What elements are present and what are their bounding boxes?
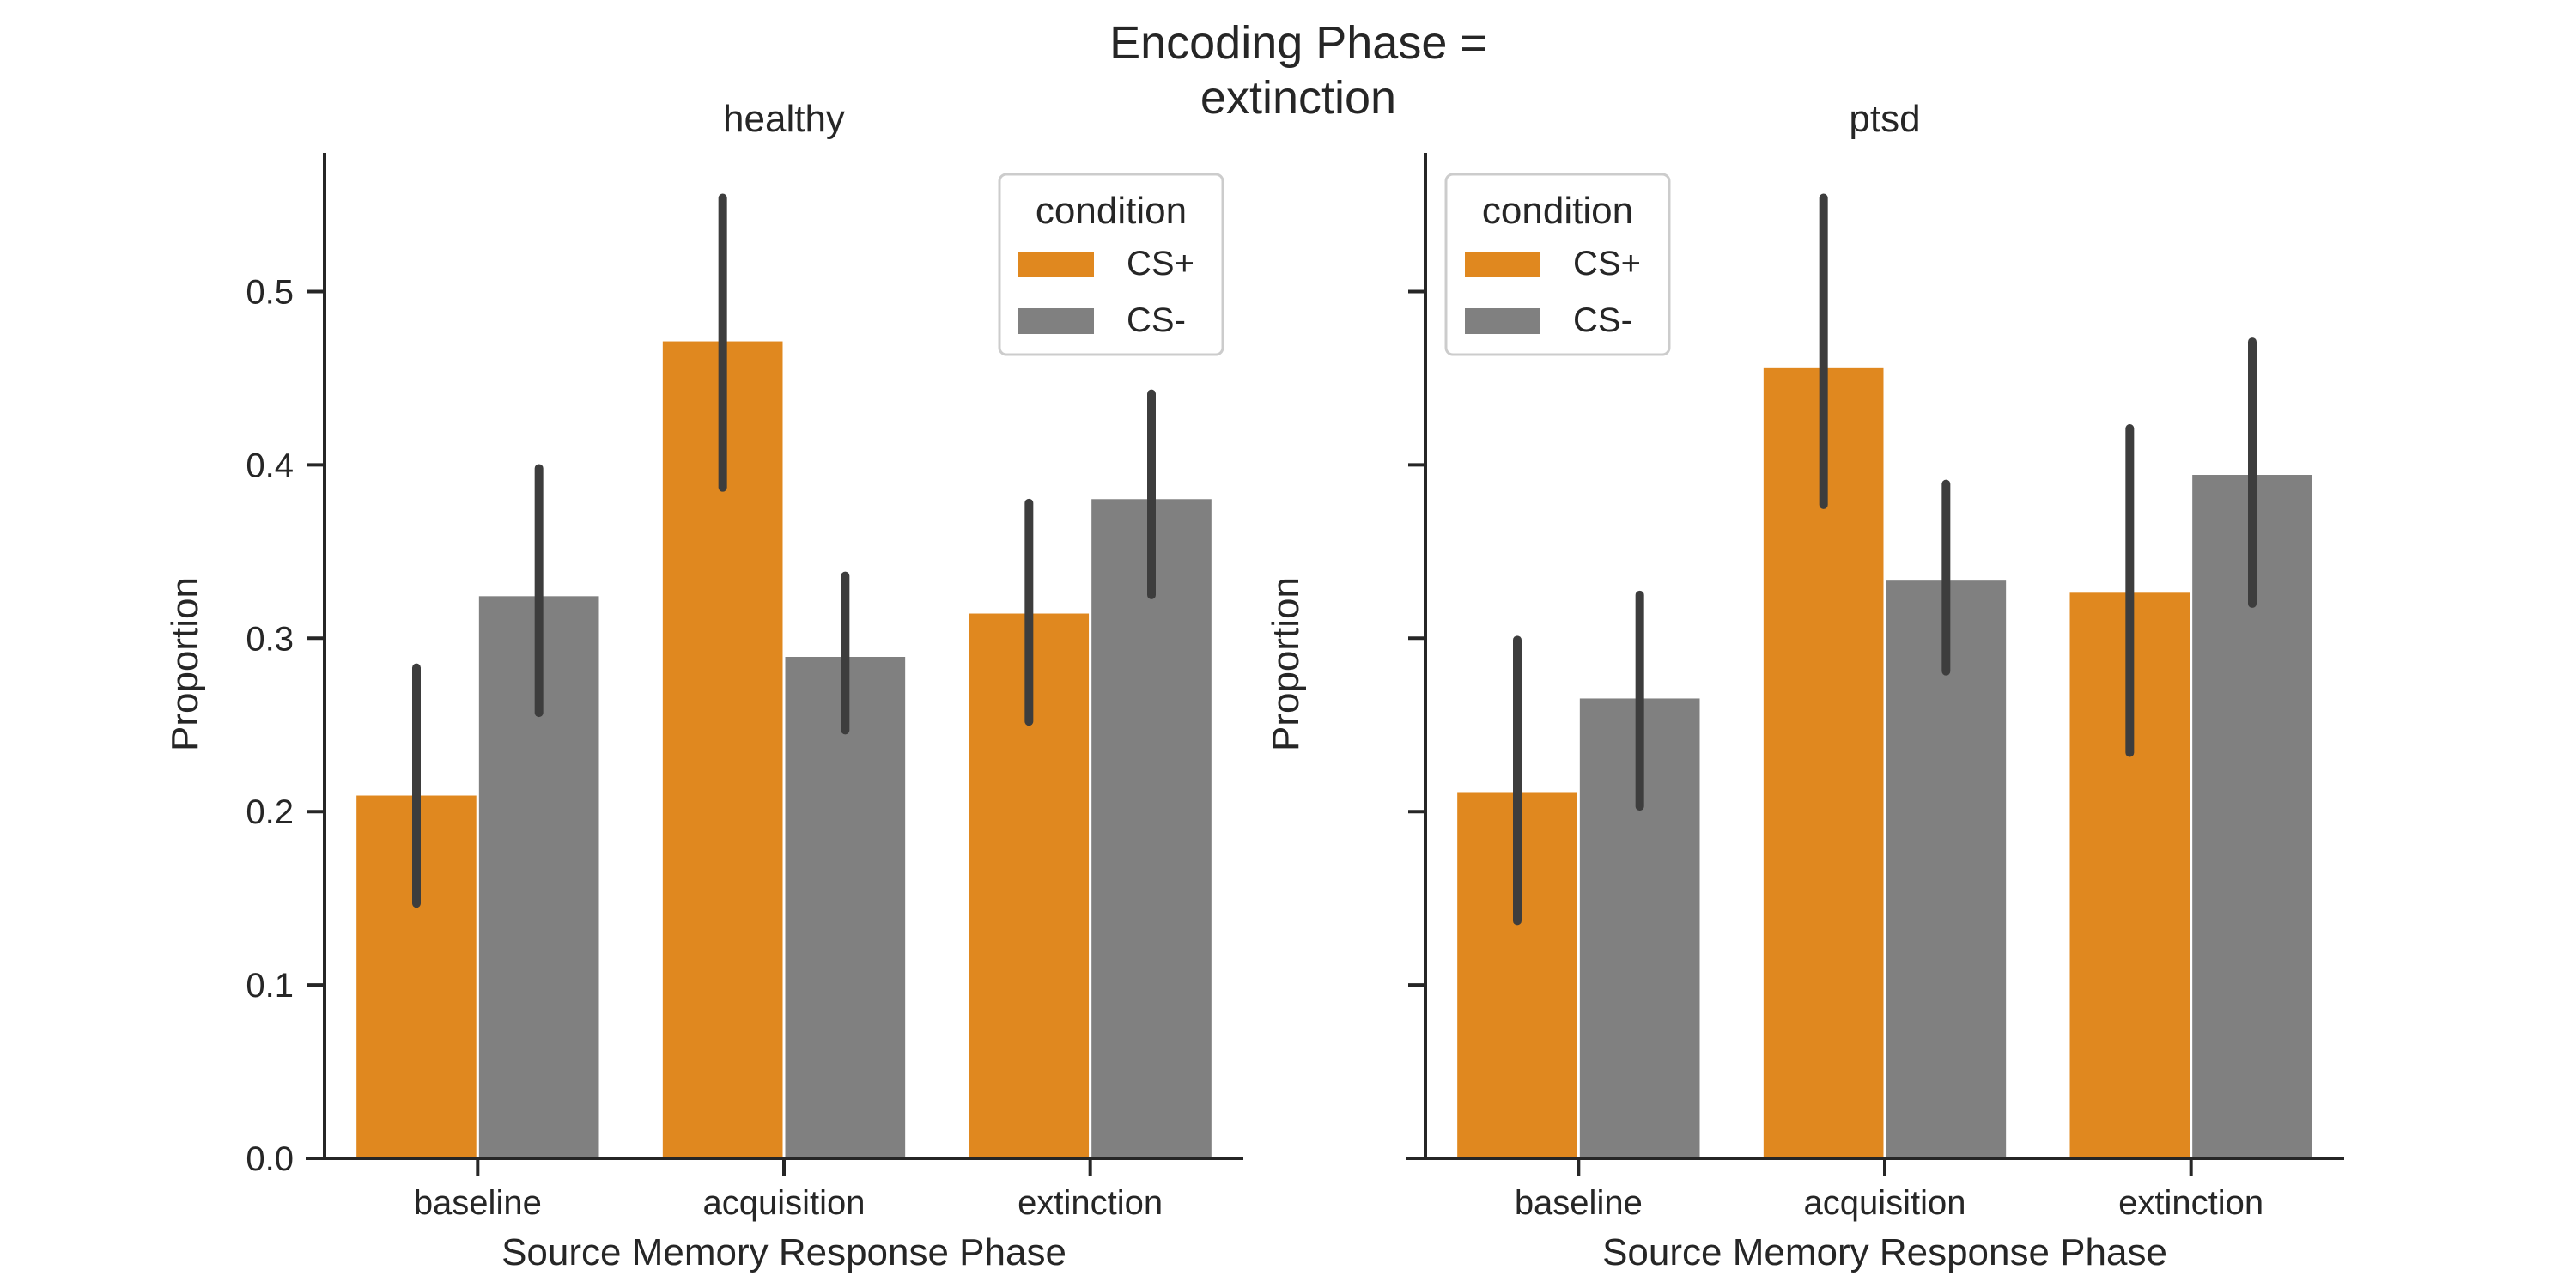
y-tick-label-healthy-4: 0.4 xyxy=(246,447,294,484)
legend-label-ptsd-cs-plus: CS+ xyxy=(1573,245,1641,283)
x-tick-label-healthy-baseline: baseline xyxy=(414,1184,542,1222)
x-tick-label-ptsd-extinction: extinction xyxy=(2118,1184,2263,1222)
y-axis-label-healthy: Proportion xyxy=(164,577,206,751)
panel-title-healthy: healthy xyxy=(723,98,845,140)
x-tick-label-healthy-acquisition: acquisition xyxy=(702,1184,865,1222)
legend-swatch-healthy-cs-minus xyxy=(1018,308,1094,334)
legend-title-ptsd: condition xyxy=(1482,190,1633,232)
y-tick-label-healthy-3: 0.3 xyxy=(246,620,294,658)
figure-suptitle-line-2: extinction xyxy=(1200,72,1396,124)
legend-swatch-ptsd-cs-plus xyxy=(1465,252,1540,277)
panel-title-ptsd: ptsd xyxy=(1849,98,1920,140)
y-tick-label-healthy-1: 0.1 xyxy=(246,967,294,1005)
legend-label-healthy-cs-plus: CS+ xyxy=(1127,245,1194,283)
y-tick-label-healthy-0: 0.0 xyxy=(246,1140,294,1178)
x-tick-label-ptsd-baseline: baseline xyxy=(1515,1184,1643,1222)
legend-label-healthy-cs-minus: CS- xyxy=(1127,301,1186,339)
figure-suptitle-line-1: Encoding Phase = xyxy=(1109,17,1487,69)
x-tick-label-healthy-extinction: extinction xyxy=(1018,1184,1163,1222)
legend-swatch-healthy-cs-plus xyxy=(1018,252,1094,277)
legend-swatch-ptsd-cs-minus xyxy=(1465,308,1540,334)
y-tick-label-healthy-5: 0.5 xyxy=(246,274,294,312)
y-axis-label-ptsd: Proportion xyxy=(1265,577,1307,751)
y-tick-label-healthy-2: 0.2 xyxy=(246,793,294,831)
legend-label-ptsd-cs-minus: CS- xyxy=(1573,301,1632,339)
x-axis-label-healthy: Source Memory Response Phase xyxy=(501,1231,1066,1273)
x-axis-label-ptsd: Source Memory Response Phase xyxy=(1602,1231,2167,1273)
x-tick-label-ptsd-acquisition: acquisition xyxy=(1803,1184,1965,1222)
legend-title-healthy: condition xyxy=(1036,190,1187,232)
